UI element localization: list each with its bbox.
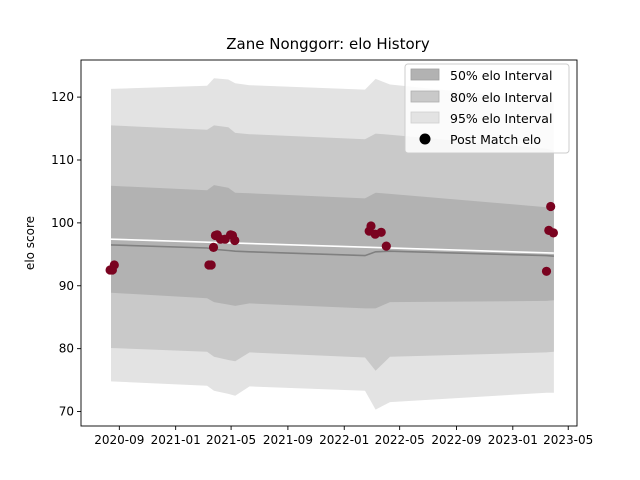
plot-area: [105, 78, 559, 410]
legend-label-95: 95% elo Interval: [450, 111, 552, 126]
legend-marker-points: [419, 133, 431, 145]
post-match-point: [230, 235, 240, 246]
trend-line: [110, 238, 554, 254]
legend-swatch-95: [410, 111, 440, 124]
x-tick-label: 2022-01: [319, 433, 369, 447]
post-match-points: [105, 201, 559, 276]
legend-swatch-80: [410, 90, 440, 103]
x-tick-label: 2023-05: [543, 433, 593, 447]
x-tick-label: 2021-05: [206, 433, 256, 447]
y-axis-ticks: 70 80 90 100 110 120: [51, 90, 81, 419]
post-match-point: [208, 242, 219, 252]
chart-title: Zane Nonggorr: elo History: [226, 35, 430, 53]
x-tick-label: 2021-09: [263, 433, 313, 447]
x-tick-label: 2020-09: [94, 433, 144, 447]
axes-frame: [80, 59, 578, 427]
y-tick-label: 70: [59, 405, 74, 419]
x-axis-ticks: 2020-09 2021-01 2021-05 2021-09 2022-01 2022-…: [94, 426, 593, 447]
x-tick-label: 2022-09: [431, 433, 481, 447]
post-match-point: [548, 228, 559, 238]
post-match-point: [546, 201, 556, 212]
post-match-point: [376, 227, 386, 237]
interval-bands: [111, 78, 554, 410]
post-match-point: [541, 266, 552, 276]
post-match-point: [109, 260, 119, 270]
legend-swatch-50: [410, 68, 440, 81]
post-match-point: [366, 221, 376, 231]
legend-label-points: Post Match elo: [450, 132, 541, 147]
legend-box: [404, 63, 570, 154]
y-tick-label: 120: [51, 90, 74, 104]
x-tick-label: 2022-05: [375, 433, 425, 447]
post-match-point: [206, 260, 216, 270]
y-tick-label: 80: [59, 342, 74, 356]
x-tick-label: 2021-01: [151, 433, 201, 447]
y-tick-label: 90: [59, 279, 74, 293]
y-axis-label: elo score: [23, 216, 37, 270]
post-match-point: [381, 241, 391, 251]
legend-label-50: 50% elo Interval: [450, 68, 552, 83]
x-tick-label: 2023-01: [488, 433, 538, 447]
y-tick-label: 110: [51, 153, 74, 167]
legend: 50% elo Interval 80% elo Interval 95% el…: [404, 63, 570, 154]
legend-label-80: 80% elo Interval: [450, 90, 552, 105]
y-tick-label: 100: [51, 216, 74, 230]
